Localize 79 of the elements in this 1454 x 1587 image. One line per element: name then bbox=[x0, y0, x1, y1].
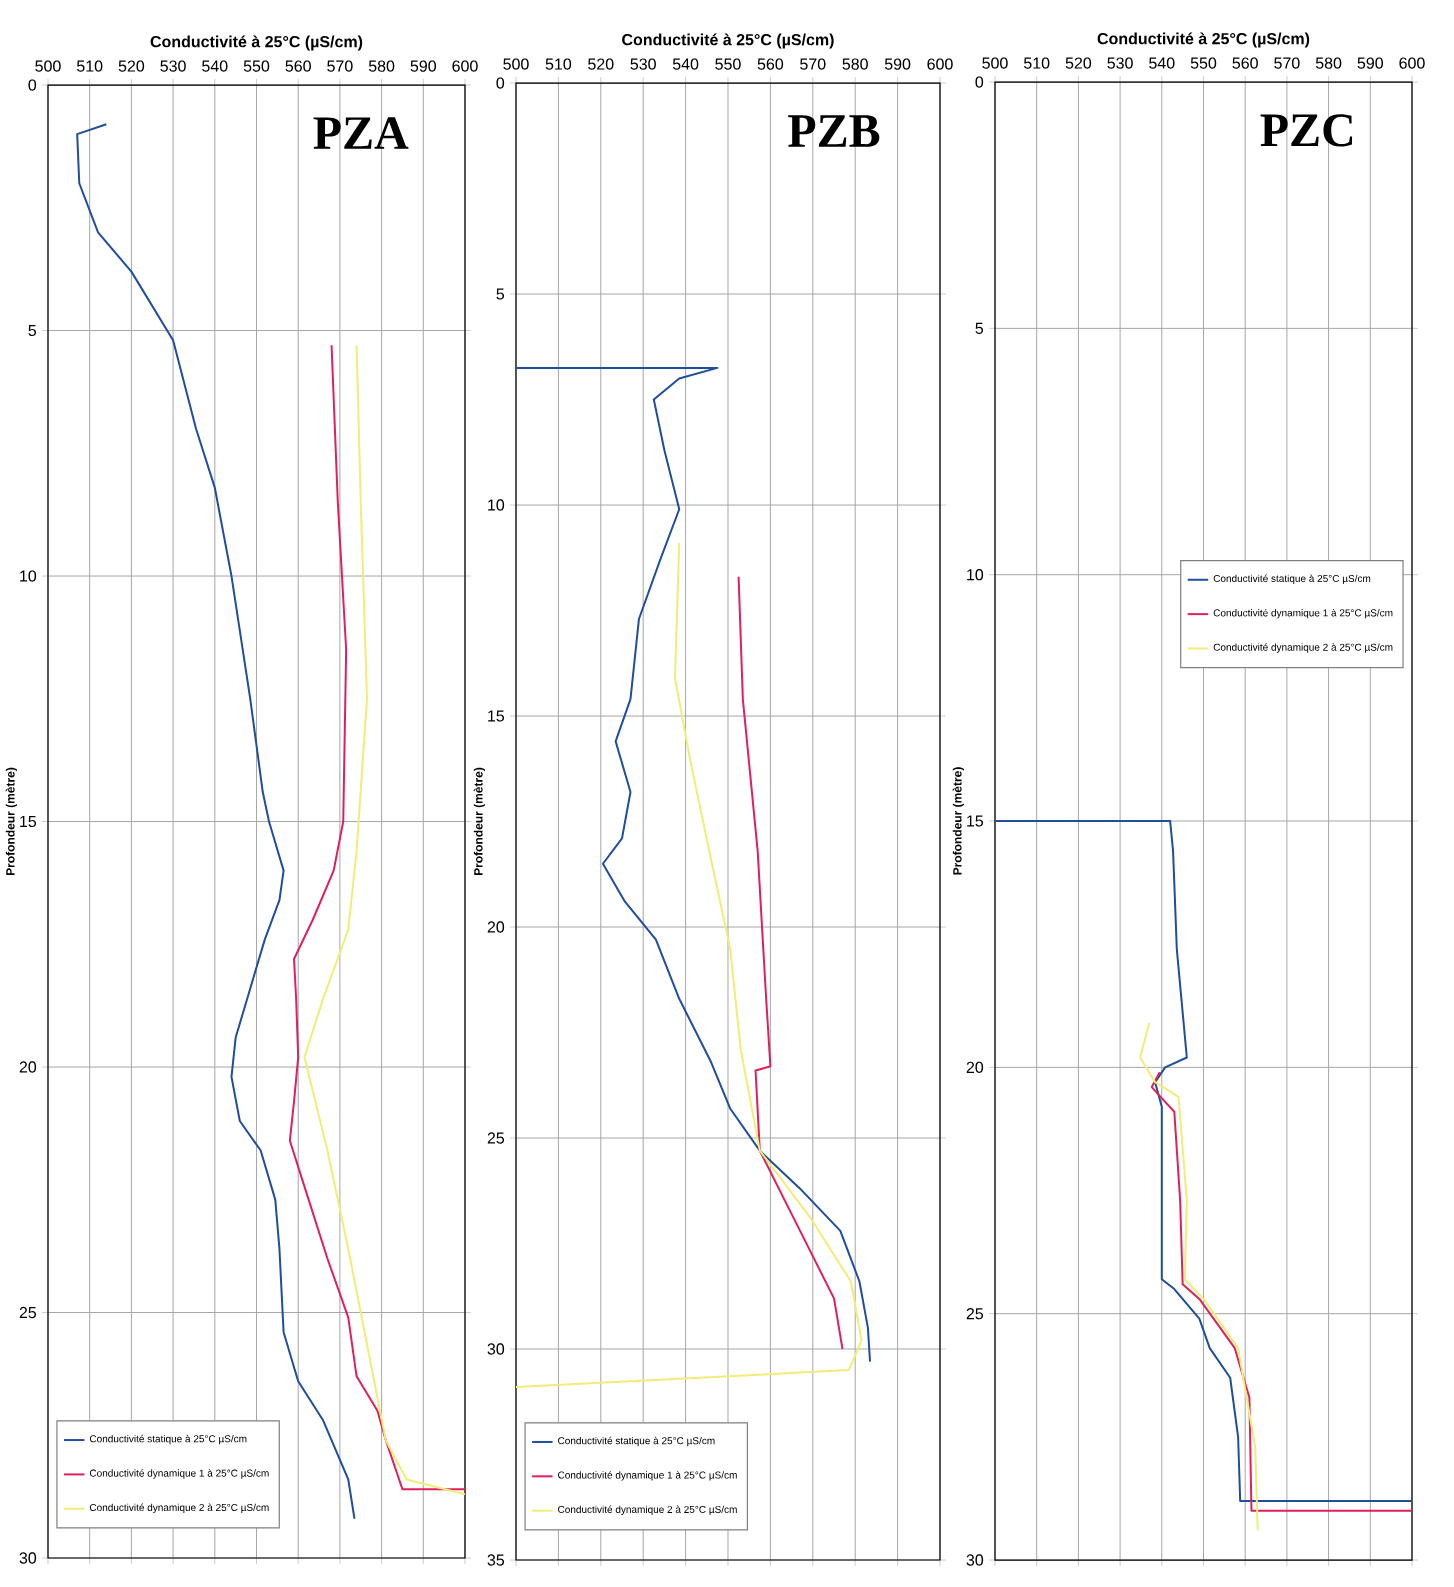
chart-title: PZA bbox=[313, 117, 409, 149]
text: PZC bbox=[1260, 114, 1353, 147]
legend-label: Conductivité dynamique 2 à 25°C µS/cm bbox=[558, 1505, 737, 1515]
line-series bbox=[995, 820, 1413, 1502]
y-axis-title: Profondeur (mètre) bbox=[5, 767, 18, 876]
y-tick-label: 20 bbox=[487, 921, 505, 933]
x-tick-label: 510 bbox=[76, 60, 103, 72]
legend-label: Conductivité dynamique 2 à 25°C µS/cm bbox=[89, 1503, 269, 1514]
x-axis-title: Conductivité à 25°C (µS/cm) bbox=[1097, 32, 1310, 48]
legend-label: Conductivité statique à 25°C µS/cm bbox=[558, 1436, 715, 1447]
y-tick-label: 15 bbox=[488, 710, 505, 722]
legend-label: Conductivité dynamique 1 à 25°C µS/cm bbox=[1213, 608, 1393, 619]
chart-title: PZB bbox=[788, 115, 880, 147]
x-tick-label: 570 bbox=[800, 58, 826, 70]
x-tick-label: 590 bbox=[884, 58, 911, 70]
x-tick-label: 550 bbox=[1190, 57, 1217, 69]
y-tick-label: 25 bbox=[966, 1308, 984, 1320]
x-tick-label: 580 bbox=[368, 60, 395, 72]
y-tick-label: 0 bbox=[28, 79, 37, 91]
y-axis-title: Profondeur (mètre) bbox=[952, 767, 964, 875]
y-tick-label: 5 bbox=[496, 288, 505, 300]
y-tick-label: 0 bbox=[975, 76, 984, 88]
x-tick-label: 560 bbox=[1232, 57, 1258, 69]
legend-label: Conductivité statique à 25°C µS/cm bbox=[1213, 574, 1371, 585]
y-tick-label: 10 bbox=[20, 570, 37, 582]
x-tick-label: 580 bbox=[842, 58, 868, 70]
x-tick-label: 540 bbox=[672, 58, 699, 70]
y-axis-title: Profondeur (mètre) bbox=[473, 767, 486, 876]
line-series bbox=[737, 575, 844, 1351]
x-tick-label: 500 bbox=[503, 58, 529, 70]
legend-label: Conductivité statique à 25°C µS/cm bbox=[89, 1434, 247, 1445]
x-tick-label: 540 bbox=[1149, 57, 1175, 69]
x-tick-label: 590 bbox=[410, 60, 437, 72]
line-series bbox=[516, 366, 872, 1363]
line-series bbox=[516, 542, 863, 1388]
y-tick-label: 15 bbox=[20, 815, 37, 828]
y-tick-label: 0 bbox=[496, 77, 505, 89]
y-tick-label: 15 bbox=[967, 815, 984, 827]
x-axis-title: Conductivité à 25°C (µS/cm) bbox=[150, 35, 363, 51]
legend-label: Conductivité dynamique 1 à 25°C µS/cm bbox=[558, 1471, 737, 1481]
y-tick-label: 5 bbox=[975, 322, 984, 334]
x-tick-label: 570 bbox=[1274, 57, 1300, 69]
x-tick-label: 510 bbox=[1023, 57, 1050, 69]
x-tick-label: 600 bbox=[927, 58, 953, 70]
x-tick-label: 540 bbox=[202, 60, 228, 72]
x-axis-title: Conductivité à 25°C (µS/cm) bbox=[622, 33, 834, 49]
x-tick-label: 530 bbox=[1107, 57, 1133, 69]
y-tick-label: 30 bbox=[487, 1343, 505, 1355]
x-tick-label: 590 bbox=[1357, 57, 1384, 69]
x-tick-label: 560 bbox=[757, 58, 784, 70]
x-tick-label: 510 bbox=[545, 58, 572, 70]
x-tick-label: 600 bbox=[452, 60, 478, 72]
x-tick-label: 560 bbox=[285, 60, 311, 72]
x-tick-label: 520 bbox=[118, 60, 145, 72]
y-tick-label: 10 bbox=[967, 569, 984, 581]
x-tick-label: 500 bbox=[35, 60, 61, 72]
x-tick-label: 570 bbox=[327, 60, 353, 72]
x-tick-label: 550 bbox=[243, 60, 270, 72]
y-tick-label: 10 bbox=[488, 499, 505, 511]
y-tick-label: 25 bbox=[487, 1132, 505, 1144]
x-tick-label: 600 bbox=[1399, 57, 1425, 69]
y-tick-label: 20 bbox=[966, 1061, 984, 1074]
legend-label: Conductivité dynamique 1 à 25°C µS/cm bbox=[89, 1469, 269, 1479]
x-tick-label: 520 bbox=[588, 58, 614, 70]
x-tick-label: 580 bbox=[1315, 57, 1342, 69]
y-tick-label: 30 bbox=[966, 1554, 984, 1566]
y-tick-label: 35 bbox=[487, 1554, 505, 1566]
line-series bbox=[1150, 1071, 1413, 1512]
x-tick-label: 530 bbox=[160, 60, 186, 72]
y-tick-label: 25 bbox=[19, 1306, 37, 1319]
x-tick-label: 520 bbox=[1065, 57, 1092, 69]
x-tick-label: 530 bbox=[630, 58, 656, 70]
legend-label: Conductivité dynamique 2 à 25°C µS/cm bbox=[1213, 643, 1393, 653]
x-tick-label: 550 bbox=[715, 58, 741, 70]
y-tick-label: 30 bbox=[19, 1552, 37, 1564]
y-tick-label: 20 bbox=[19, 1061, 37, 1073]
line-series bbox=[1139, 1022, 1259, 1532]
y-tick-label: 5 bbox=[28, 324, 37, 337]
x-tick-label: 500 bbox=[982, 57, 1008, 69]
